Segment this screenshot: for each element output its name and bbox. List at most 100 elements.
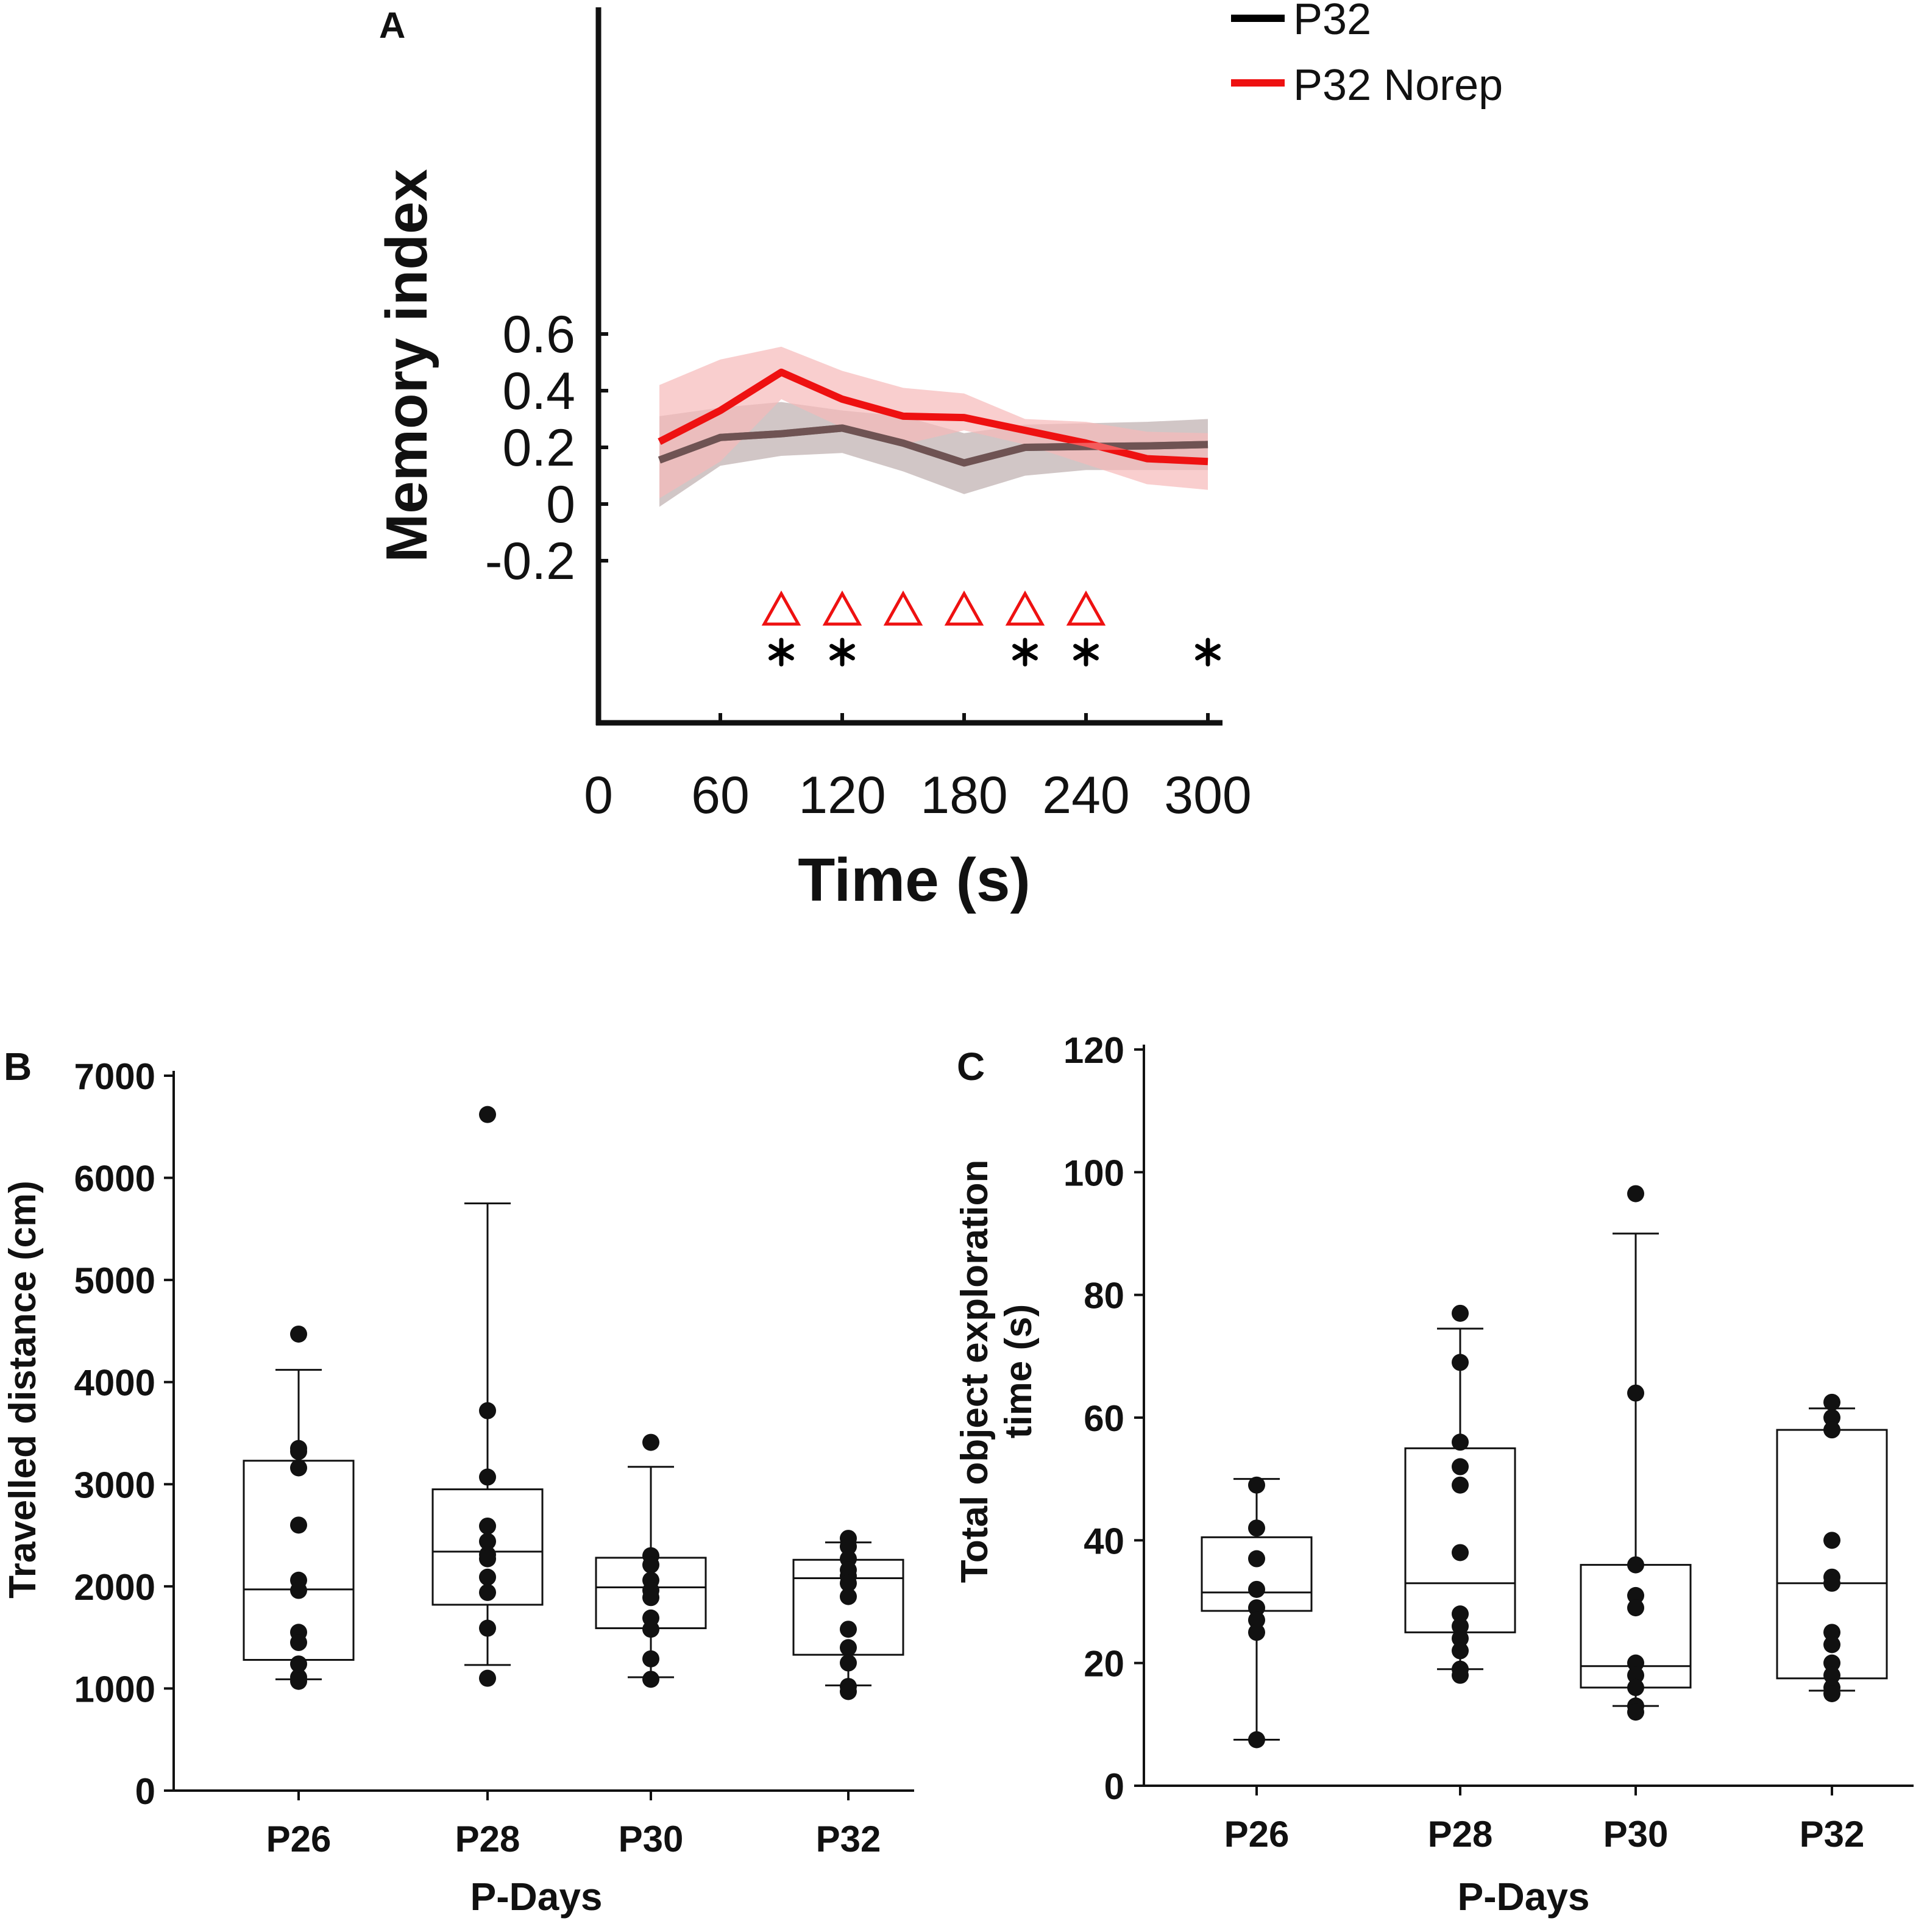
- data-point: [290, 1325, 307, 1343]
- data-point: [1248, 1550, 1265, 1568]
- triangle-marker: [883, 590, 923, 626]
- data-point: [1627, 1666, 1644, 1684]
- panel-a-x-tick-label: 120: [798, 766, 886, 825]
- data-point: [1823, 1654, 1840, 1672]
- panel-c-y-axis-label-line2: time (s): [998, 1304, 1040, 1438]
- data-point: [1823, 1574, 1840, 1592]
- data-point: [1248, 1731, 1265, 1749]
- panel-b-y-axis-label: Travelled distance (cm): [2, 1181, 44, 1599]
- c-y-tick-label: 120: [1063, 1030, 1124, 1071]
- panel-a-legend: P32 P32 Norep: [1231, 0, 1503, 110]
- data-point: [1248, 1580, 1265, 1598]
- panel-a-x-tick-label: 300: [1164, 766, 1252, 825]
- panel-a-significance-markers: [761, 590, 1221, 667]
- data-point: [840, 1639, 857, 1657]
- data-point: [1823, 1624, 1840, 1641]
- data-point: [1452, 1618, 1469, 1635]
- data-point: [290, 1672, 307, 1690]
- panel-c-y-axis-label-line1: Total object exploration: [954, 1160, 996, 1583]
- data-point: [479, 1619, 496, 1637]
- confidence-band-p32-norep: [659, 346, 1208, 499]
- panel-a-axes: 0.60.40.20-0.20 60 120 180 240 300: [485, 7, 1252, 825]
- asterisk-marker: [768, 637, 794, 667]
- panel-a-y-tick-label: 0.2: [502, 419, 575, 477]
- panel-b-axes: 7000 6000 5000 4000 3000 2000 1000 0 P26 P28 P30 P3…: [74, 1056, 914, 1859]
- data-point: [642, 1589, 659, 1607]
- data-point: [642, 1671, 659, 1688]
- data-point: [1823, 1685, 1840, 1702]
- series-line-p32: [658, 424, 1208, 467]
- data-point: [1823, 1393, 1840, 1411]
- panel-c-points: [1248, 1185, 1840, 1749]
- data-point: [1627, 1185, 1644, 1202]
- data-point: [290, 1516, 307, 1534]
- asterisk-marker: [1195, 637, 1221, 667]
- data-point: [840, 1588, 857, 1605]
- data-point: [1248, 1624, 1265, 1641]
- data-point: [1452, 1458, 1469, 1476]
- data-point: [1452, 1354, 1469, 1371]
- data-point: [290, 1459, 307, 1477]
- panel-a-y-tick-label: -0.2: [485, 532, 575, 591]
- panel-a-x-tick-label: 180: [920, 766, 1008, 825]
- data-point: [1248, 1611, 1265, 1629]
- c-x-tick-label: P30: [1603, 1814, 1669, 1855]
- c-x-tick-label: P32: [1800, 1814, 1865, 1855]
- data-point: [1627, 1599, 1644, 1617]
- panel-a-bands: [659, 346, 1208, 507]
- b-y-tick-label: 1000: [74, 1669, 155, 1710]
- data-point: [1823, 1636, 1840, 1653]
- data-point: [1452, 1304, 1469, 1322]
- triangle-marker: [1005, 590, 1045, 626]
- data-point: [1627, 1678, 1644, 1696]
- b-y-tick-label: 5000: [74, 1260, 155, 1301]
- data-point: [479, 1468, 496, 1486]
- panel-a-y-tick-label: 0.6: [502, 305, 575, 364]
- data-point: [1823, 1409, 1840, 1426]
- data-point: [840, 1683, 857, 1700]
- data-point: [1823, 1532, 1840, 1549]
- b-y-tick-label: 3000: [74, 1465, 155, 1505]
- panel-c: C 120 100 80 60 40 20 0 P26 P28 P30 P32 P-Days Tot…: [954, 1030, 1914, 1919]
- data-point: [479, 1568, 496, 1586]
- data-point: [1627, 1384, 1644, 1402]
- data-point: [840, 1621, 857, 1638]
- data-point: [1452, 1630, 1469, 1647]
- legend-label-p32: P32: [1293, 0, 1371, 44]
- c-box-p30: [1580, 1232, 1692, 1707]
- c-y-tick-label: 20: [1084, 1644, 1124, 1685]
- b-y-tick-label: 7000: [74, 1056, 155, 1097]
- b-x-tick-label: P32: [816, 1819, 881, 1859]
- data-point: [1452, 1544, 1469, 1561]
- data-point: [479, 1550, 496, 1568]
- data-point: [479, 1669, 496, 1687]
- data-point: [479, 1583, 496, 1601]
- c-x-tick-label: P28: [1428, 1814, 1493, 1855]
- asterisk-stroke: [1073, 644, 1099, 661]
- c-y-tick-label: 40: [1084, 1521, 1124, 1561]
- asterisk-marker: [829, 637, 855, 667]
- data-point: [642, 1433, 659, 1451]
- triangle-marker: [944, 590, 984, 626]
- c-x-tick-label: P26: [1224, 1814, 1290, 1855]
- b-x-tick-label: P30: [619, 1819, 684, 1859]
- c-y-tick-label: 0: [1104, 1766, 1124, 1807]
- b-x-tick-label: P28: [455, 1819, 520, 1859]
- data-point: [1452, 1605, 1469, 1623]
- asterisk-stroke: [1012, 644, 1038, 661]
- panel-a-letter: A: [379, 5, 405, 46]
- c-y-tick-label: 80: [1084, 1276, 1124, 1316]
- data-point: [1452, 1666, 1469, 1684]
- asterisk-stroke: [1195, 644, 1221, 661]
- panel-a-x-tick-label: 240: [1042, 766, 1130, 825]
- data-point: [1248, 1599, 1265, 1617]
- panel-a-x-tick-label: 0: [584, 766, 613, 825]
- asterisk-marker: [1012, 637, 1038, 667]
- b-y-tick-label: 6000: [74, 1159, 155, 1199]
- panel-b-points: [290, 1106, 857, 1700]
- data-point: [1627, 1556, 1644, 1574]
- data-point: [479, 1402, 496, 1419]
- data-point: [1823, 1421, 1840, 1439]
- b-y-tick-label: 2000: [74, 1567, 155, 1608]
